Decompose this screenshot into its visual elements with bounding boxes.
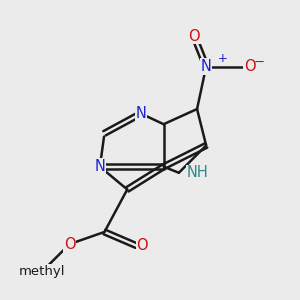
Text: +: + (218, 52, 228, 65)
Text: NH: NH (186, 165, 208, 180)
Text: O: O (64, 237, 75, 252)
Text: O: O (188, 29, 200, 44)
Text: O: O (244, 59, 256, 74)
Text: N: N (94, 159, 105, 174)
Text: −: − (254, 56, 265, 68)
Text: N: N (136, 106, 146, 121)
Text: N: N (201, 59, 212, 74)
Text: methyl: methyl (19, 265, 65, 278)
Text: O: O (136, 238, 148, 253)
